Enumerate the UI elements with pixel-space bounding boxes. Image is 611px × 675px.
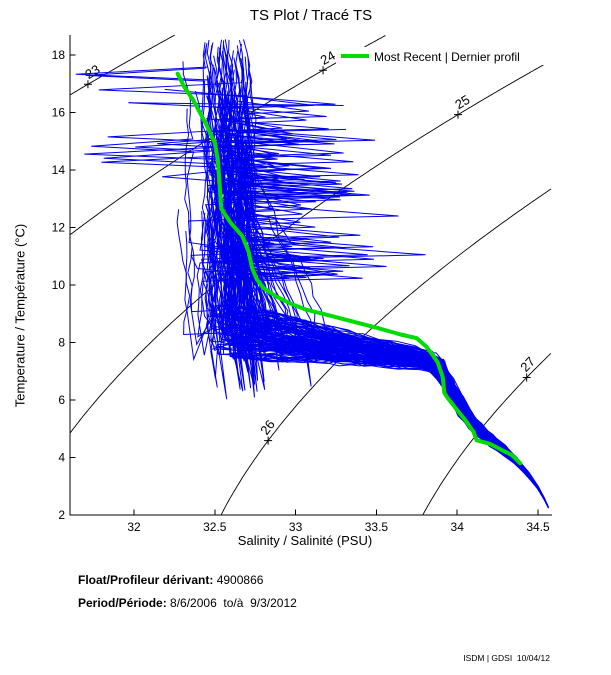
isopycnal-contour-25 [69,60,552,434]
contour-label-23: 23 [82,62,102,82]
y-tick-label: 10 [52,278,66,292]
y-tick-label: 4 [58,451,65,465]
profile-line [245,55,549,509]
contour-label-marker [319,66,328,75]
contour-label-25: 25 [452,92,472,112]
contour-label-27: 27 [517,354,538,375]
contour-label-24: 24 [318,48,338,68]
x-tick-label: 33 [289,520,303,534]
profile-line [209,217,539,489]
period-line: Period/Période: 8/6/2006 to/à 9/3/2012 [78,596,297,610]
y-tick-label: 2 [58,508,65,522]
profile-line [238,39,549,509]
isopycnal-contour-26 [220,188,552,515]
y-tick-label: 18 [52,48,66,62]
contour-label-26: 26 [257,417,278,438]
y-tick-label: 16 [52,106,66,120]
profile-line [241,87,545,500]
contour-label-marker [454,110,463,119]
contour-label-marker [83,80,92,89]
credit-text: ISDM | GDSI 10/04/12 [463,653,550,663]
profile-line [206,39,549,508]
y-tick-label: 12 [52,221,66,235]
float-value: 4900866 [216,573,264,587]
y-tick-label: 14 [52,163,66,177]
isopycnal-contour-23 [69,34,175,96]
x-tick-label: 34.5 [526,520,550,534]
profile-line [227,225,539,490]
legend-label: Most Recent | Dernier profil [374,50,520,64]
period-label: Period/Période: [78,596,167,610]
float-id-line: Float/Profileur dérivant: 4900866 [78,573,263,587]
profile-line [224,54,549,508]
most-recent-profile-line [175,71,523,466]
x-tick-label: 32 [127,520,141,534]
legend-background [336,47,557,65]
x-axis-label: Salinity / Salinité (PSU) [237,533,373,548]
float-label: Float/Profileur dérivant: [78,573,214,587]
contour-label-marker [522,373,531,382]
x-tick-label: 34 [451,520,465,534]
x-tick-label: 33.5 [365,520,389,534]
period-value: 8/6/2006 to/à 9/3/2012 [170,596,297,610]
profile-line [224,39,539,487]
contour-label-marker [264,436,273,445]
isopycnal-contour-27 [422,353,552,515]
profile-line [217,156,549,508]
page-title: TS Plot / Tracé TS [249,7,373,24]
profile-line [84,88,549,508]
x-tick-label: 32.5 [203,520,227,534]
y-tick-label: 6 [58,393,65,407]
y-tick-label: 8 [58,336,65,350]
profile-line [235,162,549,509]
